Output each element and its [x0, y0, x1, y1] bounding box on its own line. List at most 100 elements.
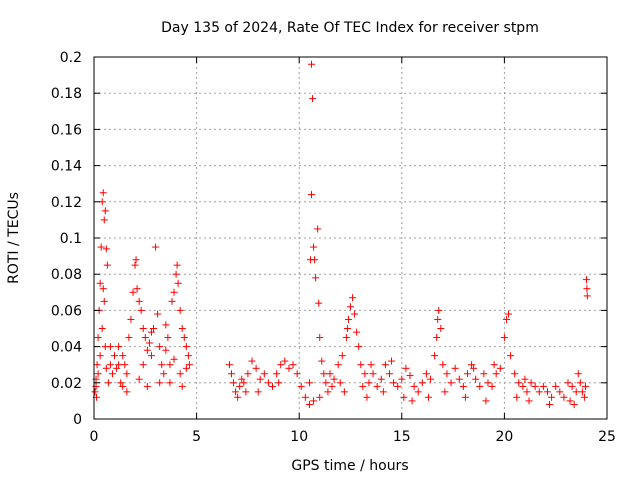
- data-point: [104, 379, 112, 387]
- data-point: [100, 297, 108, 305]
- data-point: [312, 274, 320, 282]
- data-point: [180, 334, 188, 342]
- data-point: [91, 388, 99, 396]
- data-point: [552, 382, 560, 390]
- y-tick-label: 0.18: [51, 86, 82, 102]
- data-point: [93, 361, 101, 369]
- data-point: [100, 216, 108, 224]
- data-point: [310, 243, 318, 251]
- data-point: [564, 379, 572, 387]
- data-point: [355, 343, 363, 351]
- x-tick-labels: 0 5 10 15 20 25: [90, 429, 616, 445]
- data-point: [410, 382, 418, 390]
- data-point: [248, 357, 256, 365]
- data-point: [318, 357, 326, 365]
- data-point: [97, 243, 105, 251]
- data-point: [178, 382, 186, 390]
- data-point: [347, 303, 354, 311]
- data-point: [476, 382, 484, 390]
- data-point: [560, 393, 568, 401]
- data-point: [131, 261, 139, 269]
- data-point: [182, 364, 190, 372]
- data-point: [578, 388, 586, 396]
- data-point: [502, 315, 510, 323]
- data-point: [143, 382, 151, 390]
- data-point: [156, 379, 164, 387]
- data-point: [433, 334, 441, 342]
- data-point: [94, 334, 102, 342]
- data-point: [566, 397, 574, 405]
- data-point: [463, 370, 471, 378]
- data-point: [328, 382, 336, 390]
- data-point: [252, 364, 260, 372]
- data-point: [338, 352, 346, 360]
- data-point: [568, 382, 576, 390]
- data-point: [488, 382, 496, 390]
- data-point: [164, 334, 172, 342]
- data-point: [398, 375, 406, 383]
- y-tick-label: 0.06: [51, 303, 82, 319]
- data-point: [400, 393, 408, 401]
- data-point: [96, 279, 104, 287]
- data-point: [470, 364, 478, 372]
- data-point: [344, 315, 352, 323]
- data-point: [353, 328, 361, 336]
- data-point: [435, 306, 443, 314]
- data-point: [441, 388, 449, 396]
- axis-ticks: [93, 56, 608, 420]
- data-point: [363, 393, 371, 401]
- data-point: [158, 361, 166, 369]
- data-point: [111, 352, 119, 360]
- data-point: [546, 401, 554, 409]
- data-point: [349, 294, 357, 302]
- data-point: [162, 321, 170, 329]
- data-point: [472, 375, 480, 383]
- data-point: [98, 325, 106, 332]
- data-point: [240, 379, 248, 387]
- data-point: [242, 388, 250, 396]
- data-point: [170, 355, 178, 363]
- data-point: [289, 361, 297, 369]
- data-point: [115, 343, 123, 351]
- data-point: [254, 388, 262, 396]
- data-point: [570, 401, 578, 409]
- data-point: [496, 364, 504, 372]
- data-point: [156, 343, 164, 351]
- data-point: [277, 361, 285, 369]
- data-point: [173, 261, 181, 269]
- data-point: [230, 379, 238, 387]
- data-point: [381, 361, 389, 369]
- data-point: [424, 393, 432, 401]
- data-point: [244, 370, 252, 378]
- data-point: [285, 364, 293, 372]
- data-point: [447, 379, 455, 387]
- data-point: [123, 370, 131, 378]
- data-point: [154, 310, 162, 318]
- data-point: [367, 361, 375, 369]
- data-point: [135, 297, 143, 305]
- data-point: [492, 370, 500, 378]
- data-point: [581, 382, 589, 390]
- data-point: [108, 370, 116, 378]
- data-point: [305, 379, 313, 387]
- data-point: [305, 401, 313, 409]
- data-point: [451, 364, 459, 372]
- data-point: [580, 393, 588, 401]
- data-point: [150, 325, 158, 332]
- data-point: [455, 375, 463, 383]
- data-point: [106, 361, 114, 369]
- data-point: [308, 60, 316, 68]
- data-point: [281, 357, 289, 365]
- x-tick-label: 20: [495, 429, 513, 445]
- data-point: [135, 375, 143, 383]
- data-point: [141, 334, 149, 342]
- data-point: [102, 364, 110, 372]
- x-tick-label: 25: [598, 429, 616, 445]
- data-point: [94, 370, 102, 378]
- data-point: [301, 393, 309, 401]
- data-point: [297, 382, 305, 390]
- data-point: [275, 379, 283, 387]
- data-point: [256, 375, 264, 383]
- data-point: [480, 370, 488, 378]
- y-tick-label: 0.1: [60, 231, 82, 247]
